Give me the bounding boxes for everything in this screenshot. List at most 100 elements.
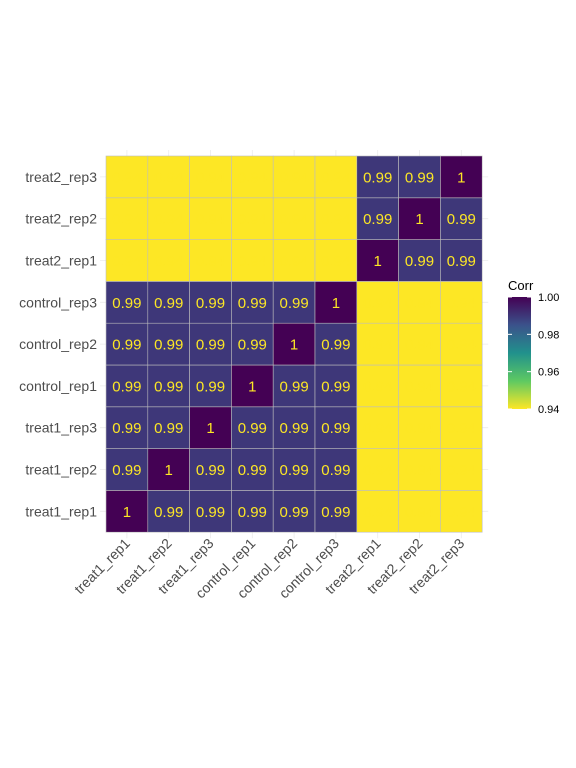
cell-value-label: 0.94 [196,169,225,186]
cell-value-label: 0.94 [363,420,392,437]
heatmap-cell [231,281,274,324]
heatmap-cell [398,322,441,366]
cell-value-label: 0.94 [196,253,225,270]
heatmap-cell [398,406,441,449]
heatmap-cell [105,406,149,449]
cell-value-label: 0.94 [279,253,308,270]
legend-tick-label: 0.96 [538,367,559,379]
heatmap-cell [272,448,316,491]
heatmap-cell [189,448,232,491]
cell-value-label: 0.99 [279,462,308,479]
cell-value-label: 0.99 [447,253,476,270]
cell-value-label: 0.99 [279,420,308,437]
cell-value-label: 0.99 [112,337,141,354]
heatmap-cell [231,155,274,199]
heatmap-cell [356,197,399,240]
heatmap-cell [440,239,483,282]
heatmap-cell [105,239,149,282]
cell-value-label: 0.94 [112,169,141,186]
heatmap-cell [440,197,483,240]
cell-value-label: 0.94 [196,211,225,228]
cell-value-label: 0.99 [363,169,392,186]
cell-value-label: 1 [165,462,173,479]
heatmap-cell [189,406,232,449]
cell-value-label: 0.94 [447,337,476,354]
heatmap-cell [272,406,316,449]
heatmap-cell [314,155,358,199]
heatmap-cell [398,155,441,199]
heatmap-cell [272,364,316,408]
cell-value-label: 0.99 [154,295,183,312]
cell-value-label: 0.94 [279,211,308,228]
cell-value-label: 0.99 [154,504,183,521]
heatmap-cell [356,155,399,199]
heatmap-cell [189,197,232,240]
cell-value-label: 0.99 [112,295,141,312]
cell-value-label: 0.99 [196,462,225,479]
heatmap-cell [356,322,399,366]
cell-value-label: 0.94 [447,462,476,479]
cell-value-label: 0.94 [405,504,434,521]
cell-value-label: 0.94 [321,169,350,186]
heatmap-cell [147,364,190,408]
cell-value-label: 0.94 [363,378,392,395]
heatmap-cell [440,448,483,491]
cell-value-label: 0.99 [238,462,267,479]
cell-value-label: 1 [457,169,465,186]
cell-value-label: 0.99 [238,295,267,312]
cell-value-label: 0.99 [279,295,308,312]
heatmap-cell [440,364,483,408]
cell-value-label: 0.99 [238,420,267,437]
cell-value-label: 0.94 [321,211,350,228]
heatmap-cell [356,406,399,449]
color-legend: Corr 1.00 0.98 0.96 0.94 [508,278,559,416]
heatmap-cell [231,406,274,449]
cell-value-label: 0.94 [238,211,267,228]
cell-value-label: 1 [206,420,214,437]
heatmap-cell [147,406,190,449]
legend-colorbar [508,297,531,409]
heatmap-cell [398,239,441,282]
heatmap-cell [314,281,358,324]
cell-value-label: 0.94 [321,253,350,270]
heatmap-cell [314,448,358,491]
heatmap-cell [231,448,274,491]
cell-value-label: 0.99 [112,462,141,479]
y-tick-label: treat1_rep3 [25,420,97,436]
cell-value-label: 0.94 [363,337,392,354]
heatmap-cell [231,364,274,408]
cell-value-label: 0.99 [321,378,350,395]
y-tick-label: treat2_rep2 [25,211,97,227]
cell-value-label: 1 [248,378,256,395]
cell-value-label: 0.94 [405,378,434,395]
cell-value-label: 1 [415,211,423,228]
cell-value-label: 0.99 [321,337,350,354]
heatmap-cell [398,448,441,491]
cell-value-label: 0.94 [154,253,183,270]
heatmap-cell [147,281,190,324]
heatmap-cell [231,490,274,533]
cell-value-label: 0.99 [321,504,350,521]
cell-value-label: 0.99 [238,337,267,354]
heatmap-cell [398,490,441,533]
heatmap-cell [189,155,232,199]
cell-value-label: 0.99 [196,337,225,354]
cell-value-label: 1 [332,295,340,312]
cell-value-label: 0.94 [238,253,267,270]
x-axis: treat1_rep1treat1_rep2treat1_rep3control… [71,535,467,601]
y-tick-label: treat2_rep3 [25,169,97,185]
cell-value-label: 0.94 [405,420,434,437]
heatmap-cell-labels: 1 0.99 0.99 0.99 0.99 0.99 0.94 0.94 0.94 0.99 1 0.… [112,169,476,520]
cell-value-label: 1 [290,337,298,354]
cell-value-label: 0.94 [154,211,183,228]
heatmap-cell [314,490,358,533]
cell-value-label: 0.99 [405,253,434,270]
cell-value-label: 0.94 [447,504,476,521]
y-axis: treat1_rep1 treat1_rep2 treat1_rep3 control… [19,169,97,519]
cell-value-label: 0.99 [238,504,267,521]
heatmap-cell [440,281,483,324]
cell-value-label: 0.99 [405,169,434,186]
cell-value-label: 0.94 [112,211,141,228]
cell-value-label: 1 [374,253,382,270]
